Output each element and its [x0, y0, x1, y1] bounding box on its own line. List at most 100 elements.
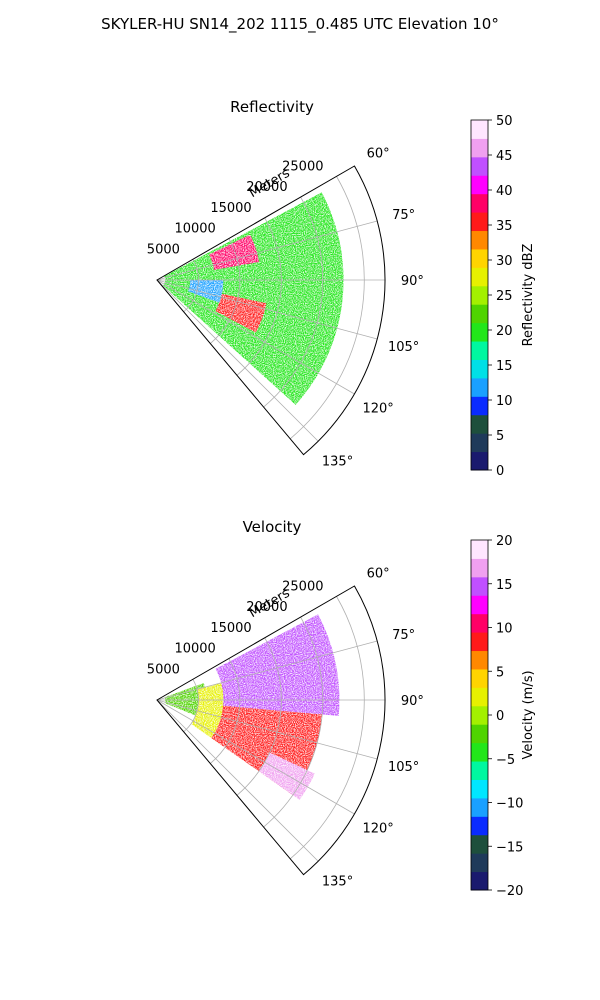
radial-tick-label: 10000: [174, 642, 215, 657]
colorbar-segment: [471, 613, 488, 633]
colorbar-tick-label: 35: [496, 219, 513, 234]
colorbar-segment: [471, 193, 488, 213]
radial-tick-label: 15000: [210, 621, 251, 636]
reflectivity-title: Reflectivity: [230, 98, 314, 116]
colorbar-tick-label: 10: [496, 394, 513, 409]
colorbar-tick-label: 20: [496, 324, 513, 339]
colorbar-segment: [471, 212, 488, 232]
azimuth-gridline-75: [156, 640, 378, 701]
colorbar-tick-label: 30: [496, 254, 513, 269]
colorbar-tick-label: −5: [496, 753, 515, 768]
colorbar-segment: [471, 558, 488, 578]
colorbar-segment: [471, 138, 488, 158]
range-ring-5000: [183, 679, 199, 733]
radial-tick-label: 5000: [147, 242, 180, 257]
colorbar-segment: [471, 156, 488, 176]
colorbar-segment: [471, 650, 488, 670]
colorbar-tick-label: −10: [496, 797, 523, 812]
colorbar-segment: [471, 834, 488, 854]
azimuth-gridline-135: [156, 699, 319, 862]
colorbar-segment: [471, 705, 488, 725]
colorbar-tick-label: −20: [496, 884, 523, 899]
azimuth-gridline-120: [156, 279, 355, 395]
colorbar-segment: [471, 396, 488, 416]
colorbar-tick-label: 50: [496, 114, 513, 129]
radial-tick-label: 20000: [246, 600, 287, 615]
azimuth-tick-label: 60°: [367, 566, 390, 581]
colorbar-segment: [471, 304, 488, 324]
reflectivity-grid: [156, 165, 386, 456]
colorbar-tick-label: 10: [496, 622, 513, 637]
radial-tick-label: 15000: [210, 201, 251, 216]
colorbar-segment: [471, 742, 488, 762]
azimuth-tick-label: 75°: [392, 628, 415, 643]
colorbar-segment: [471, 322, 488, 342]
sector-frame: [156, 165, 386, 456]
range-ring-10000: [210, 658, 241, 764]
figure-title: SKYLER-HU SN14_202 1115_0.485 UTC Elevat…: [101, 15, 499, 33]
sector-frame: [156, 585, 386, 876]
colorbar-segment: [471, 853, 488, 873]
radial-tick-label: 5000: [147, 662, 180, 677]
colorbar-tick-label: 5: [496, 665, 504, 680]
colorbar-segment: [471, 359, 488, 379]
range-ring-15000: [236, 637, 282, 796]
azimuth-tick-label: 120°: [362, 402, 393, 417]
azimuth-tick-label: 120°: [362, 822, 393, 837]
colorbar-tick-label: −15: [496, 840, 523, 855]
colorbar-segment: [471, 540, 488, 559]
colorbar-segment: [471, 414, 488, 434]
range-ring-25000: [289, 596, 365, 860]
velocity-title: Velocity: [243, 518, 302, 536]
reflectivity-tick-labels: 60° 75° 90° 105° 120° 135° 5000 10000 15000 20000…: [147, 146, 424, 469]
colorbar-tick-label: 0: [496, 709, 504, 724]
colorbar-segment: [471, 248, 488, 268]
colorbar-segment: [471, 797, 488, 817]
colorbar-segment: [471, 779, 488, 799]
colorbar-segment: [471, 595, 488, 615]
colorbar-segment: [471, 576, 488, 596]
range-ring-20000: [263, 616, 324, 828]
azimuth-tick-label: 75°: [392, 208, 415, 223]
azimuth-tick-label: 105°: [388, 340, 419, 355]
colorbar-tick-label: 25: [496, 289, 513, 304]
azimuth-gridline-135: [156, 279, 319, 442]
colorbar-tick-label: 40: [496, 184, 513, 199]
velocity-colorbar: −20 −15 −10 −5 0 5 10 15 20: [470, 534, 523, 899]
colorbar-segment: [471, 816, 488, 836]
azimuth-tick-label: 90°: [401, 694, 424, 709]
azimuth-tick-label: 90°: [401, 274, 424, 289]
colorbar-tick-label: 20: [496, 534, 513, 549]
colorbar-segment: [471, 687, 488, 707]
colorbar-segment: [471, 761, 488, 780]
colorbar-segment: [471, 668, 488, 688]
colorbar-segment: [471, 120, 488, 139]
colorbar-tick-label: 45: [496, 149, 513, 164]
colorbar-tick-label: 0: [496, 464, 504, 479]
azimuth-tick-label: 135°: [322, 455, 353, 470]
radial-tick-label: 20000: [246, 180, 287, 195]
azimuth-gridline-105: [156, 279, 378, 340]
range-ring-10000: [210, 238, 241, 344]
azimuth-gridline-105: [156, 699, 378, 760]
colorbar-segment: [471, 451, 488, 471]
colorbar-segment: [471, 230, 488, 250]
colorbar-segment: [471, 377, 488, 397]
azimuth-tick-label: 135°: [322, 875, 353, 890]
colorbar-segment: [471, 871, 488, 891]
radial-tick-label: 25000: [282, 159, 323, 174]
range-ring-5000: [183, 259, 199, 313]
colorbar-tick-label: 15: [496, 359, 513, 374]
velocity-colorbar-label: Velocity (m/s): [521, 670, 536, 759]
azimuth-tick-label: 105°: [388, 760, 419, 775]
range-ring-15000: [236, 217, 282, 376]
colorbar-segment: [471, 341, 488, 360]
colorbar-segment: [471, 175, 488, 195]
reflectivity-panel: Reflectivity 60° 75° 90° 105° 120° 135° 5000 10…: [147, 98, 536, 479]
velocity-grid: [156, 585, 386, 876]
colorbar-tick-label: 5: [496, 429, 504, 444]
azimuth-gridline-120: [156, 699, 355, 815]
range-ring-25000: [289, 176, 365, 440]
azimuth-tick-label: 60°: [367, 146, 390, 161]
